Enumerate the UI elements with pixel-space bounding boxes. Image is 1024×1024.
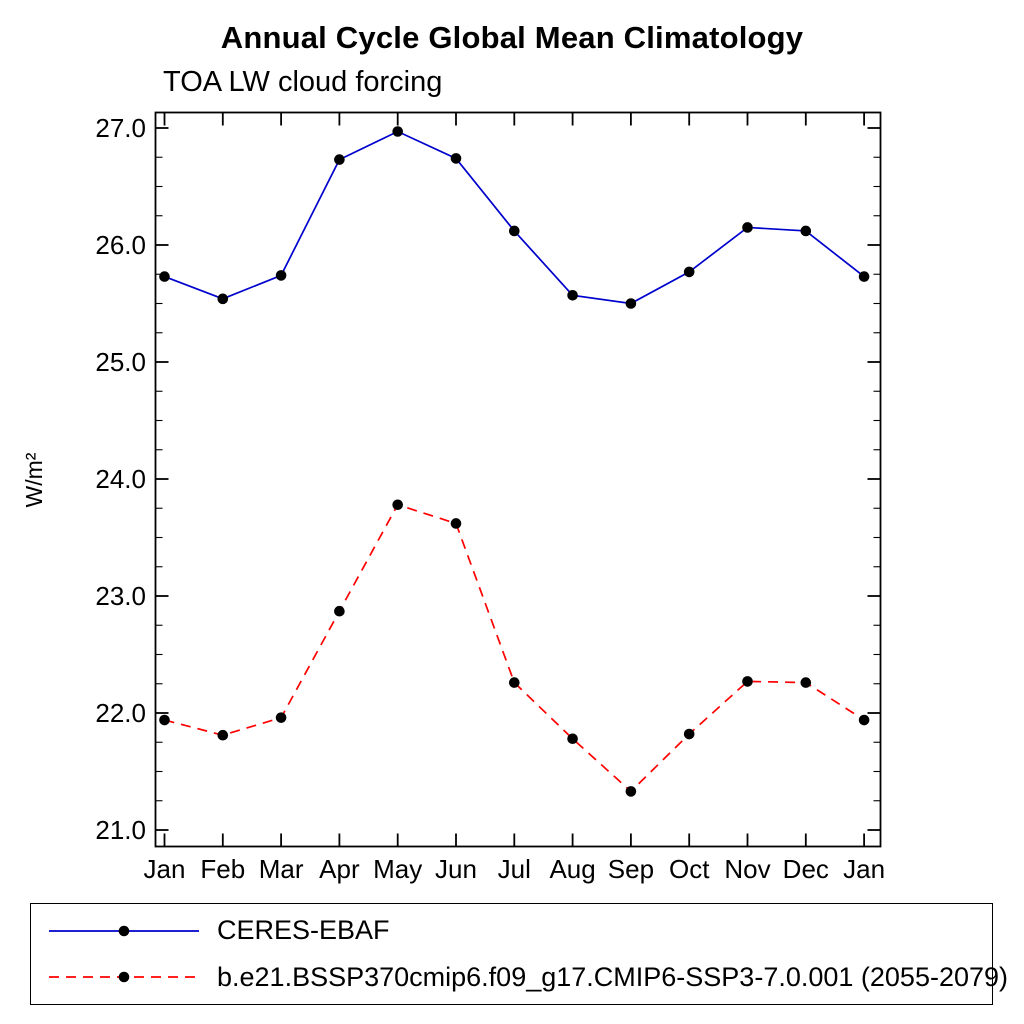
chart-subtitle: TOA LW cloud forcing xyxy=(163,66,443,98)
series-marker-0 xyxy=(217,293,229,305)
series-marker-1 xyxy=(742,676,753,687)
series-marker-0 xyxy=(509,225,520,237)
legend-label: CERES-EBAF xyxy=(217,915,390,946)
y-axis-label: W/m² xyxy=(21,452,47,507)
x-tick-label: Jan xyxy=(843,854,885,884)
legend-item: CERES-EBAF xyxy=(31,911,992,951)
series-marker-0 xyxy=(567,290,578,301)
x-tick-label: Aug xyxy=(549,854,595,884)
series-marker-0 xyxy=(392,126,404,137)
series-marker-0 xyxy=(683,266,695,278)
series-line-0 xyxy=(164,130,865,305)
x-tick-label: Apr xyxy=(319,854,360,884)
y-tick-label: 23.0 xyxy=(95,581,146,611)
y-tick-label: 25.0 xyxy=(95,347,146,377)
legend-line-sample xyxy=(49,925,199,936)
series-marker-0 xyxy=(742,222,753,233)
legend-label: b.e21.BSSP370cmip6.f09_g17.CMIP6-SSP3-7.… xyxy=(217,961,1009,992)
x-tick-label: Dec xyxy=(783,854,829,884)
x-tick-label: May xyxy=(373,854,422,884)
legend-line-sample xyxy=(49,972,199,983)
series-line-1 xyxy=(164,503,865,793)
legend: CERES-EBAF b.e21.BSSP370cmip6.f09_g17.CM… xyxy=(30,903,1008,1005)
series-marker-1 xyxy=(509,677,520,688)
series-marker-1 xyxy=(159,714,170,726)
legend-sample-marker xyxy=(118,925,130,936)
series-marker-0 xyxy=(800,225,812,237)
series-marker-0 xyxy=(159,271,170,282)
plot-frame xyxy=(154,111,882,848)
series-marker-0 xyxy=(450,153,462,164)
series-marker-1 xyxy=(392,499,404,511)
x-tick-label: Jun xyxy=(435,854,477,884)
x-tick-label: Sep xyxy=(608,854,654,884)
series-marker-1 xyxy=(334,605,345,617)
y-tick-label: 24.0 xyxy=(95,464,146,494)
series-marker-0 xyxy=(275,270,287,281)
series-marker-0 xyxy=(625,298,637,309)
y-tick-label: 21.0 xyxy=(95,815,146,845)
series-marker-1 xyxy=(275,712,287,723)
x-tick-label: Feb xyxy=(200,854,245,884)
x-tick-label: Oct xyxy=(669,854,710,884)
series-marker-1 xyxy=(625,786,637,797)
series-marker-1 xyxy=(567,733,578,745)
series-marker-0 xyxy=(334,154,345,165)
series-marker-1 xyxy=(858,714,870,726)
x-tick-label: Nov xyxy=(724,854,770,884)
y-tick-label: 27.0 xyxy=(95,113,146,143)
y-tick-label: 22.0 xyxy=(95,698,146,728)
y-tick-label: 26.0 xyxy=(95,230,146,260)
series-marker-1 xyxy=(450,518,462,529)
legend-item: b.e21.BSSP370cmip6.f09_g17.CMIP6-SSP3-7.… xyxy=(31,957,1008,997)
series-marker-1 xyxy=(683,728,695,740)
x-tick-label: Mar xyxy=(259,854,304,884)
chart-title: Annual Cycle Global Mean Climatology xyxy=(220,20,804,55)
series-marker-1 xyxy=(217,729,229,741)
legend-sample-marker xyxy=(118,972,130,983)
x-tick-label: Jul xyxy=(498,854,531,884)
x-tick-label: Jan xyxy=(144,854,186,884)
plot-area: 21.0 22.0 23.0 24.0 25.0 26.0 27.0 Jan Feb Mar Apr… xyxy=(21,111,885,884)
series-marker-1 xyxy=(800,677,812,688)
series-marker-0 xyxy=(858,271,870,282)
